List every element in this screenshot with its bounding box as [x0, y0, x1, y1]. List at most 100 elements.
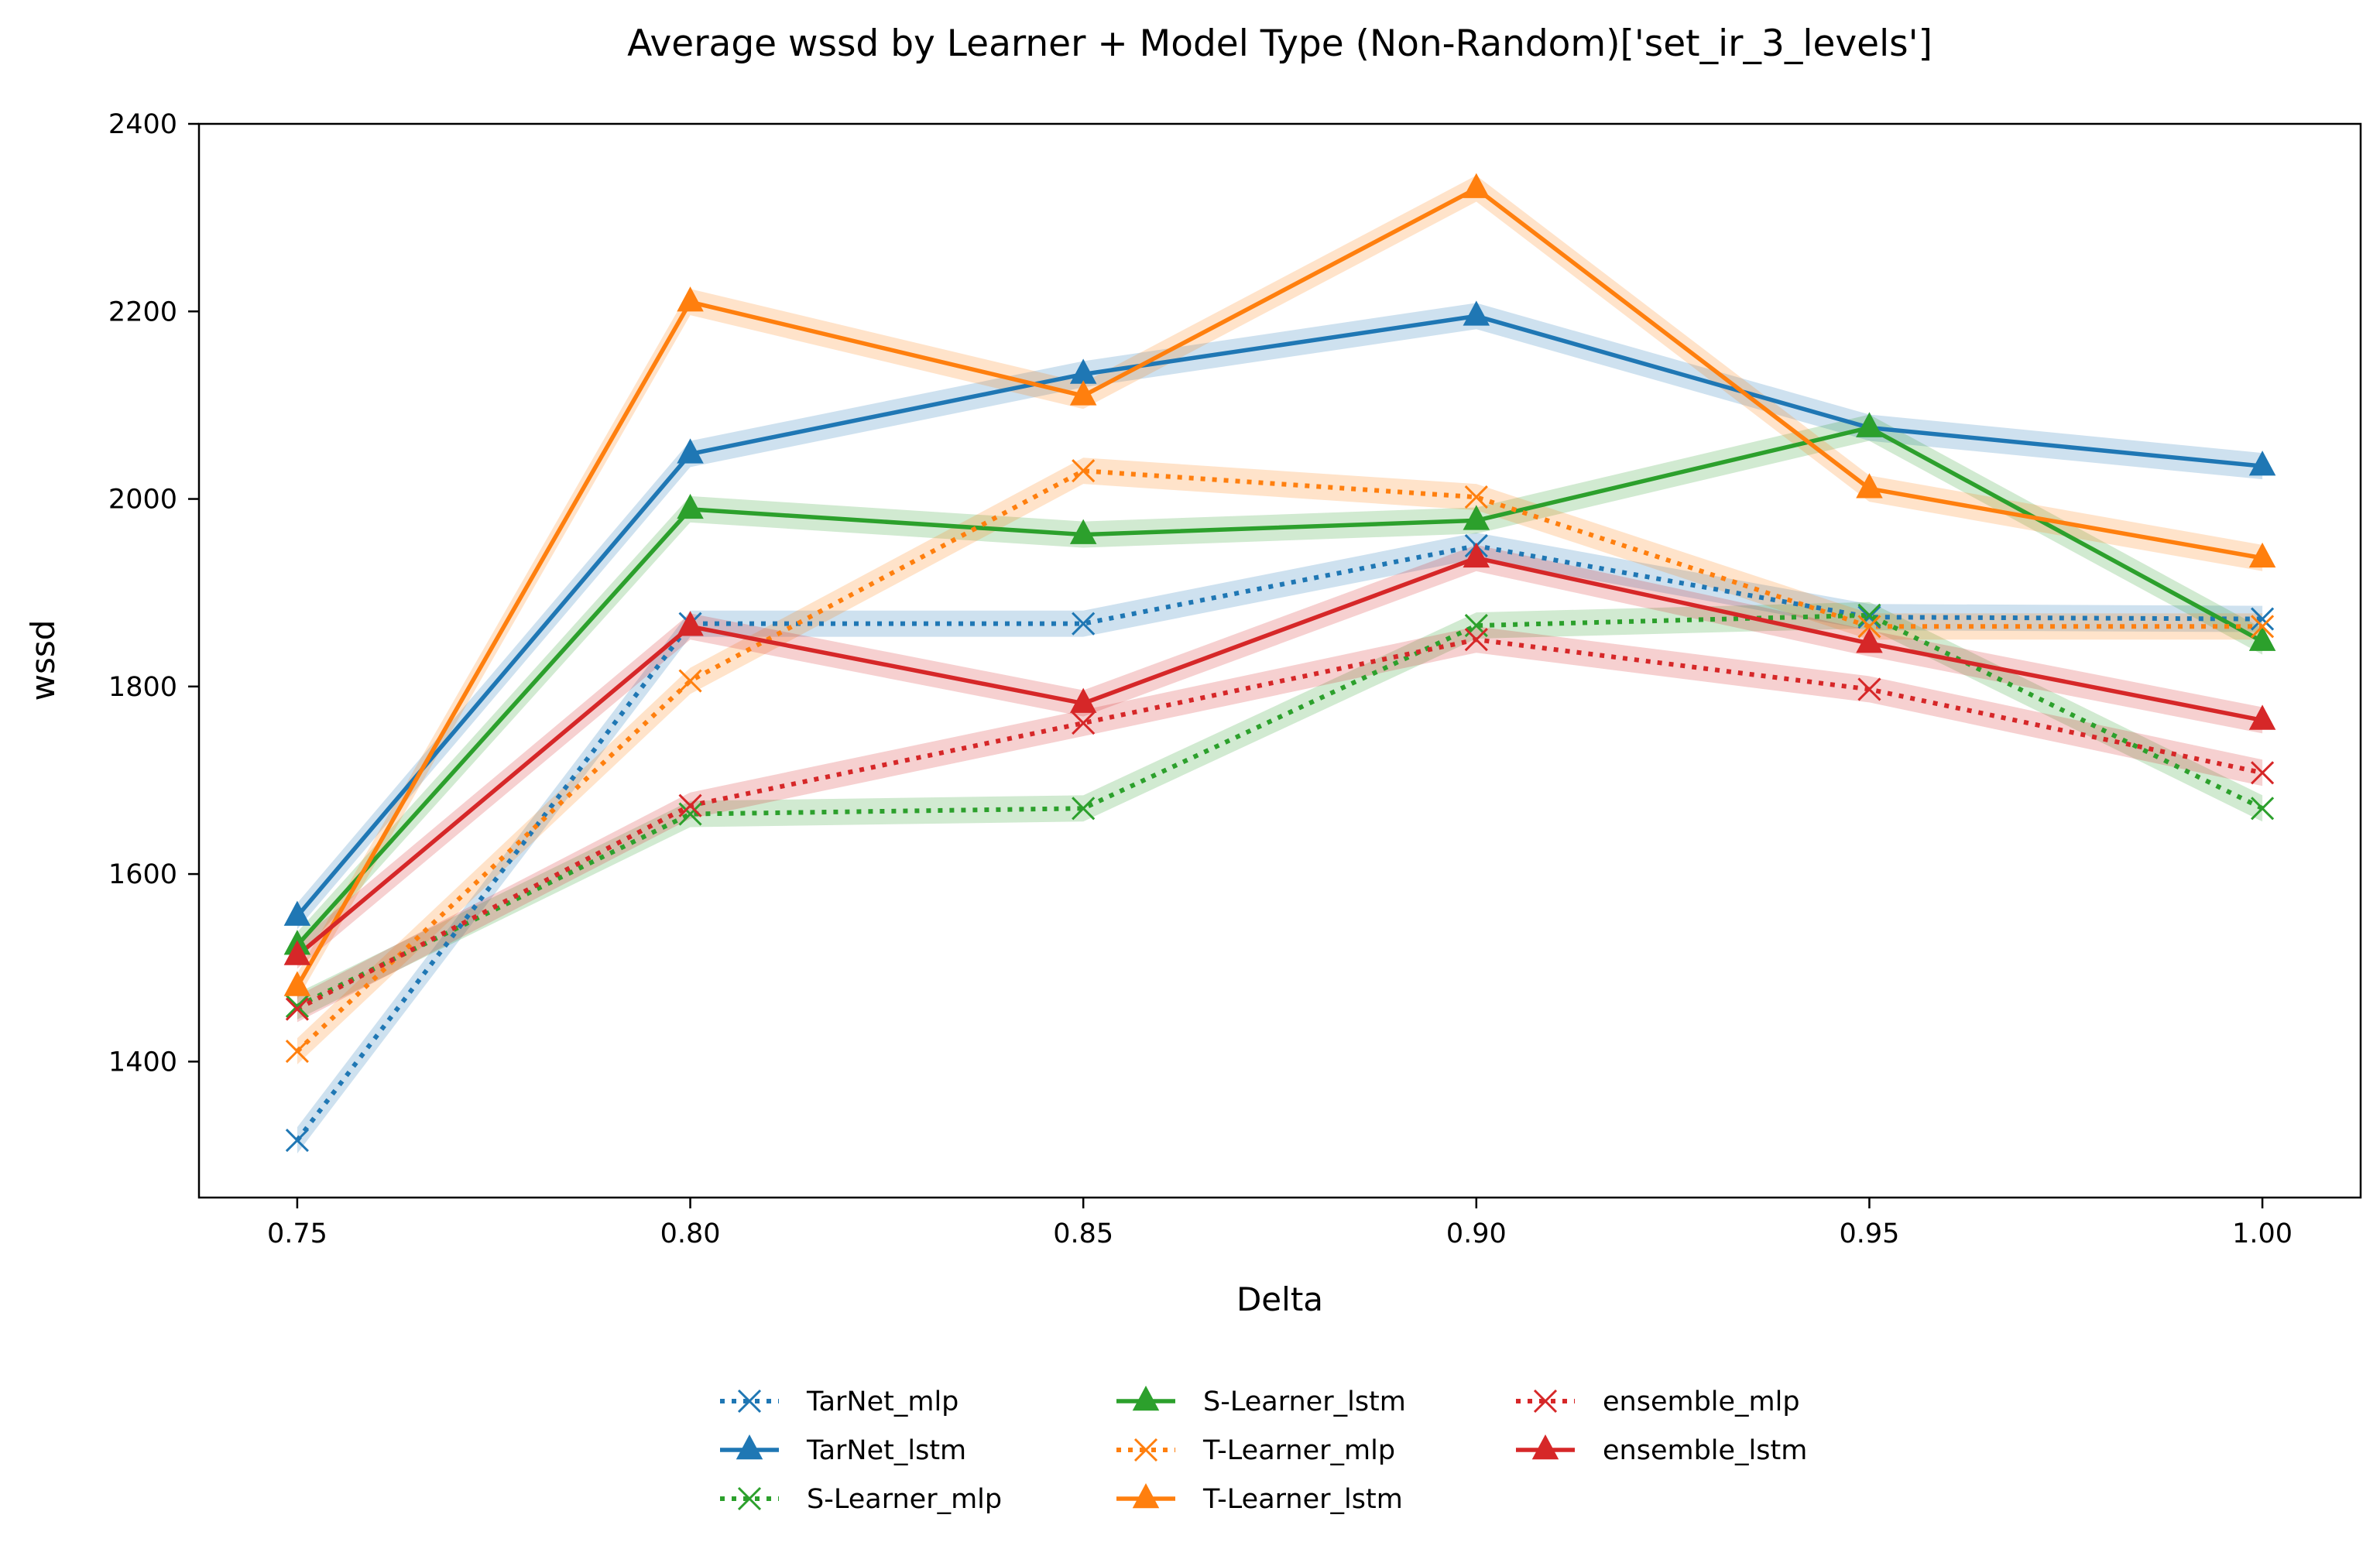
s-learner-lstm-triangle-marker	[1856, 412, 1883, 437]
tarnet-lstm-triangle-marker	[677, 438, 704, 464]
t-learner-lstm-triangle-marker	[1856, 473, 1883, 499]
x-tick-label: 0.95	[1839, 1218, 1899, 1249]
legend-entry-s-learner-mlp: S-Learner_mlp	[720, 1484, 1002, 1515]
tarnet-lstm-line	[295, 314, 2263, 918]
ensemble-mlp-x-marker	[1464, 628, 1488, 652]
legend-label: TarNet_mlp	[806, 1386, 959, 1417]
s-learner-mlp-x-marker	[1857, 603, 1881, 627]
confidence-bands	[297, 175, 2263, 1154]
x-tick-label: 0.80	[660, 1218, 721, 1249]
legend-marker	[1133, 1438, 1158, 1462]
s-learner-mlp-x-marker	[678, 802, 702, 826]
t-learner-lstm-triangle-marker	[2248, 542, 2276, 568]
legend-entry-s-learner-lstm: S-Learner_lstm	[1116, 1386, 1406, 1417]
legend-entry-ensemble-lstm: ensemble_lstm	[1516, 1434, 1807, 1466]
ensemble-mlp-x-marker	[1857, 677, 1881, 701]
tarnet-mlp-x-marker	[285, 1129, 309, 1153]
ensemble-mlp-x-marker	[678, 793, 702, 817]
s-learner-mlp-x-marker	[285, 994, 309, 1018]
s-learner-mlp-line	[296, 612, 2264, 1009]
y-tick-label: 1400	[108, 1047, 177, 1078]
tarnet-lstm-triangle-marker	[2248, 451, 2276, 476]
x-tick-label: 0.90	[1446, 1218, 1507, 1249]
t-learner-mlp-x-marker	[1072, 459, 1096, 483]
y-tick-label: 1800	[108, 672, 177, 703]
s-learner-lstm-band	[297, 414, 2263, 959]
legend-marker	[1531, 1434, 1559, 1460]
x-tick-label: 1.00	[2232, 1218, 2293, 1249]
tarnet-mlp-x-marker	[1072, 612, 1096, 636]
t-learner-lstm-triangle-marker	[1463, 173, 1490, 198]
plot-frame	[197, 122, 2362, 1199]
legend-label: T-Learner_lstm	[1202, 1484, 1403, 1515]
s-learner-lstm-triangle-marker	[1069, 519, 1097, 544]
tarnet-lstm-triangle-marker	[283, 900, 311, 926]
x-tick-label: 0.85	[1053, 1218, 1113, 1249]
ensemble-mlp-line	[296, 637, 2263, 1012]
t-learner-mlp-x-marker	[1464, 485, 1488, 509]
tarnet-mlp-x-marker	[2251, 607, 2275, 631]
y-tick-label: 2000	[108, 485, 177, 516]
ensemble-lstm-triangle-marker	[1856, 628, 1883, 653]
legend-label: S-Learner_lstm	[1203, 1386, 1406, 1417]
s-learner-lstm-triangle-marker	[2248, 625, 2276, 651]
t-learner-mlp-line	[295, 468, 2263, 1054]
t-learner-lstm-line	[295, 186, 2263, 988]
legend-marker	[1132, 1386, 1160, 1411]
t-learner-mlp-x-marker	[285, 1039, 309, 1064]
t-learner-lstm-triangle-marker	[677, 286, 704, 312]
chart-title: Average wssd by Learner + Model Type (No…	[627, 22, 1932, 65]
legend-entry-t-learner-mlp: T-Learner_mlp	[1116, 1435, 1395, 1466]
ensemble-mlp-band	[297, 626, 2263, 1023]
legend-marker	[736, 1434, 763, 1460]
t-learner-mlp-band	[297, 458, 2263, 1064]
legend-label: ensemble_mlp	[1603, 1386, 1800, 1417]
series-markers	[283, 173, 2276, 1153]
legend-marker	[737, 1389, 762, 1414]
s-learner-lstm-line	[295, 425, 2264, 947]
s-learner-lstm-triangle-marker	[1463, 505, 1490, 530]
ensemble-lstm-band	[297, 544, 2263, 969]
legend-label: S-Learner_mlp	[807, 1484, 1002, 1515]
legend: TarNet_mlp TarNet_lstm S-Learner_mlp S-Lear…	[720, 1386, 1807, 1515]
y-tick-label: 2200	[108, 296, 177, 327]
legend-entry-tarnet-lstm: TarNet_lstm	[720, 1434, 966, 1466]
y-tick-label: 2400	[108, 109, 177, 140]
series-lines	[295, 186, 2264, 1142]
legend-marker	[1132, 1483, 1160, 1509]
ensemble-lstm-triangle-marker	[1463, 542, 1490, 568]
ensemble-lstm-line	[296, 556, 2263, 958]
tarnet-lstm-triangle-marker	[1463, 300, 1490, 326]
legend-label: ensemble_lstm	[1603, 1435, 1807, 1466]
ensemble-lstm-triangle-marker	[2248, 704, 2276, 730]
x-axis-label: Delta	[1236, 1280, 1323, 1318]
ensemble-mlp-x-marker	[1072, 711, 1096, 735]
legend-entry-tarnet-mlp: TarNet_mlp	[720, 1386, 959, 1417]
t-learner-mlp-x-marker	[2251, 615, 2275, 639]
ensemble-mlp-x-marker	[2251, 761, 2275, 785]
legend-label: TarNet_lstm	[806, 1435, 966, 1466]
t-learner-mlp-x-marker	[678, 669, 702, 693]
x-tick-label: 0.75	[267, 1218, 328, 1249]
t-learner-mlp-x-marker	[1857, 615, 1881, 639]
tarnet-mlp-x-marker	[1857, 605, 1881, 629]
t-learner-lstm-triangle-marker	[283, 971, 311, 996]
s-learner-mlp-x-marker	[2251, 797, 2275, 821]
t-learner-lstm-triangle-marker	[1069, 380, 1097, 406]
legend-marker	[1533, 1389, 1558, 1414]
legend-label: T-Learner_mlp	[1202, 1435, 1395, 1466]
s-learner-lstm-triangle-marker	[677, 493, 704, 519]
ensemble-lstm-triangle-marker	[283, 940, 311, 965]
ensemble-lstm-triangle-marker	[1069, 687, 1097, 713]
ensemble-mlp-x-marker	[285, 997, 309, 1021]
x-axis-ticks: 0.75 0.80 0.85 0.90 0.95 1.00	[267, 1198, 2293, 1249]
legend-marker	[737, 1486, 762, 1511]
y-axis-ticks: 1400 1600 1800 2000 2200 2400	[108, 109, 199, 1078]
ensemble-lstm-triangle-marker	[677, 611, 704, 636]
s-learner-mlp-x-marker	[1072, 797, 1096, 821]
y-axis-label: wssd	[24, 620, 62, 701]
tarnet-mlp-line	[295, 543, 2263, 1142]
y-tick-label: 1600	[108, 859, 177, 890]
legend-entry-t-learner-lstm: T-Learner_lstm	[1116, 1483, 1403, 1515]
